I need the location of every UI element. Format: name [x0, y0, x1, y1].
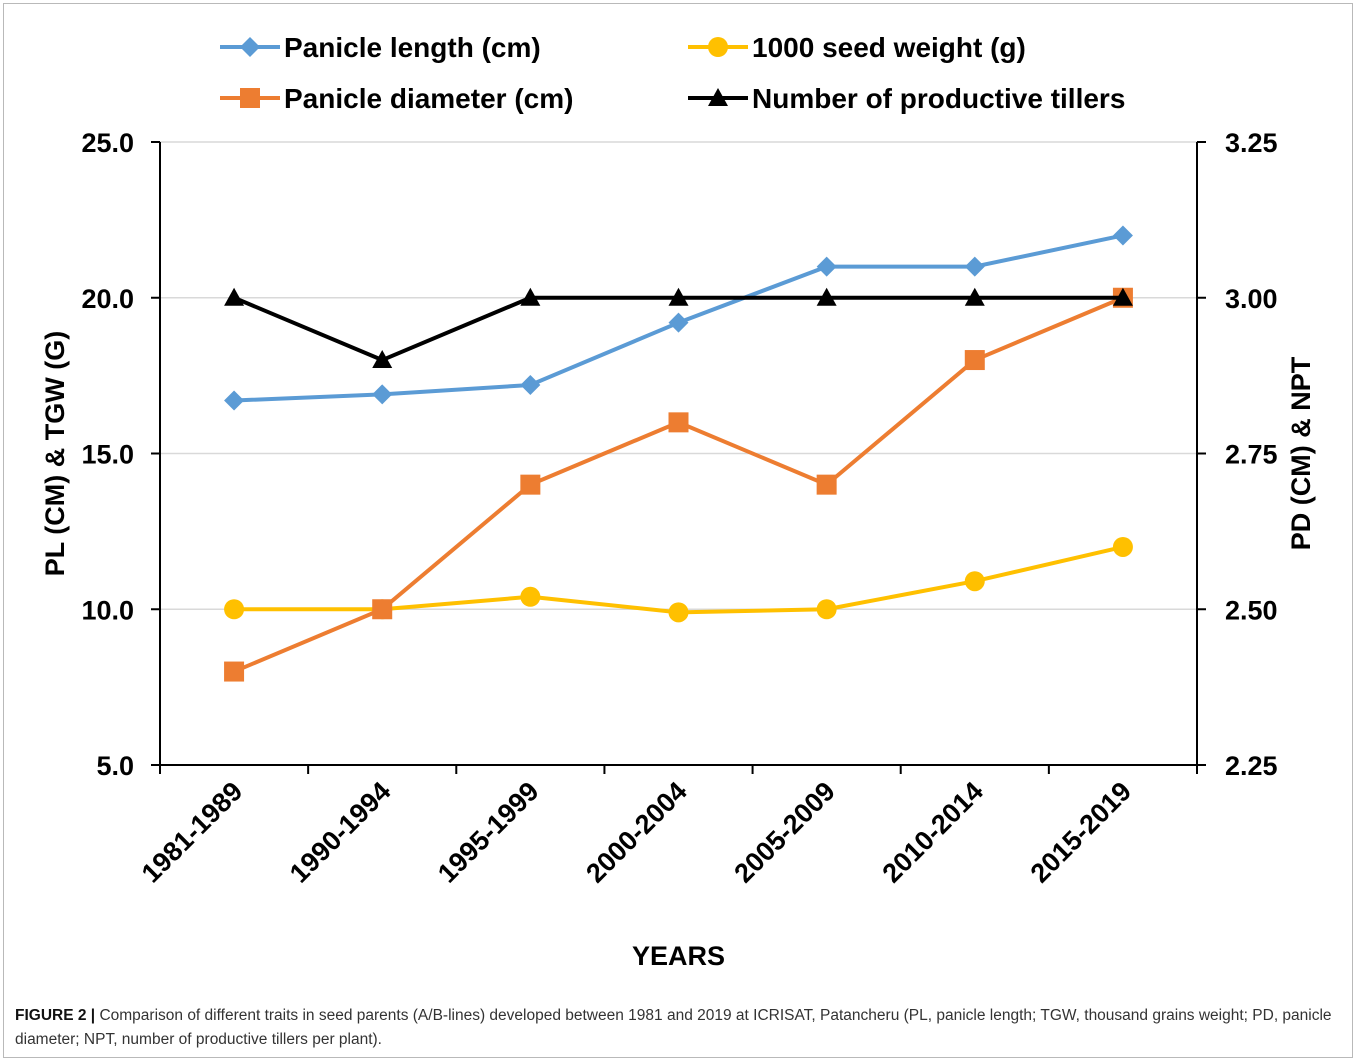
legend-label: Panicle length (cm): [284, 32, 541, 63]
right-tick-label: 2.75: [1225, 440, 1278, 470]
right-tick-label: 3.00: [1225, 284, 1278, 314]
chart: Panicle length (cm) 1000 seed weight (g) P…: [40, 32, 1316, 971]
series-diamond: [224, 225, 1133, 411]
data-point: [668, 412, 689, 433]
series: [224, 225, 1133, 682]
data-point: [816, 474, 837, 495]
legend-marker: [708, 88, 728, 106]
data-point: [372, 350, 393, 369]
data-point: [224, 599, 245, 620]
data-point: [668, 602, 689, 623]
legend-item: Panicle diameter (cm): [220, 83, 573, 114]
x-category-label: 2005-2009: [728, 776, 841, 889]
legend-item: Panicle length (cm): [220, 32, 541, 63]
data-point: [224, 390, 245, 411]
data-point: [964, 256, 985, 277]
data-point: [1112, 287, 1133, 306]
caption-label: FIGURE 2 |: [15, 1007, 96, 1024]
data-point: [224, 287, 245, 306]
right-tick-label: 3.25: [1225, 128, 1278, 158]
axes: [151, 141, 1206, 774]
legend-marker: [240, 37, 260, 57]
right-tick-label: 2.50: [1225, 595, 1278, 625]
series-triangle: [224, 287, 1133, 369]
figure-frame: [3, 3, 1353, 1058]
series-square: [224, 287, 1133, 682]
data-point: [1112, 225, 1133, 246]
data-point: [816, 599, 837, 620]
left-tick-label: 10.0: [81, 595, 134, 625]
legend-label: 1000 seed weight (g): [752, 32, 1026, 63]
data-point: [520, 586, 541, 607]
legend-label: Panicle diameter (cm): [284, 83, 573, 114]
data-point: [964, 350, 985, 371]
data-point: [224, 661, 245, 682]
data-point: [520, 287, 541, 306]
legend-marker: [708, 37, 728, 57]
data-point: [520, 374, 541, 395]
data-point: [520, 474, 541, 495]
data-point: [668, 287, 689, 306]
right-tick-label: 2.25: [1225, 751, 1278, 781]
x-category-label: 2000-2004: [580, 776, 693, 889]
x-category-label: 1995-1999: [432, 776, 545, 889]
x-category-label: 1981-1989: [136, 776, 249, 889]
data-point: [668, 312, 689, 333]
data-point: [816, 256, 837, 277]
legend-label: Number of productive tillers: [752, 83, 1125, 114]
legend-marker: [240, 88, 260, 108]
left-tick-label: 20.0: [81, 284, 134, 314]
gridlines: [160, 141, 1197, 610]
left-tick-label: 25.0: [81, 128, 134, 158]
data-point: [816, 287, 837, 306]
data-point: [964, 571, 985, 592]
data-point: [964, 287, 985, 306]
caption-text: Comparison of different traits in seed p…: [15, 1007, 1332, 1048]
data-point: [1112, 536, 1133, 557]
legend-item: 1000 seed weight (g): [688, 32, 1026, 63]
data-point: [372, 384, 393, 405]
legend-item: Number of productive tillers: [688, 83, 1125, 114]
figure-caption: FIGURE 2 | Comparison of different trait…: [15, 1004, 1343, 1052]
data-point: [372, 599, 393, 620]
left-tick-label: 15.0: [81, 440, 134, 470]
y-axis-title-left: PL (CM) & TGW (G): [40, 331, 70, 576]
x-category-label: 2015-2019: [1025, 776, 1138, 889]
x-axis-title: YEARS: [632, 941, 725, 971]
legend: Panicle length (cm) 1000 seed weight (g) P…: [220, 32, 1125, 114]
x-category-label: 1990-1994: [284, 776, 397, 889]
y-axis-title-right: PD (CM) & NPT: [1286, 356, 1316, 550]
x-category-label: 2010-2014: [877, 776, 990, 889]
left-tick-label: 5.0: [96, 751, 134, 781]
